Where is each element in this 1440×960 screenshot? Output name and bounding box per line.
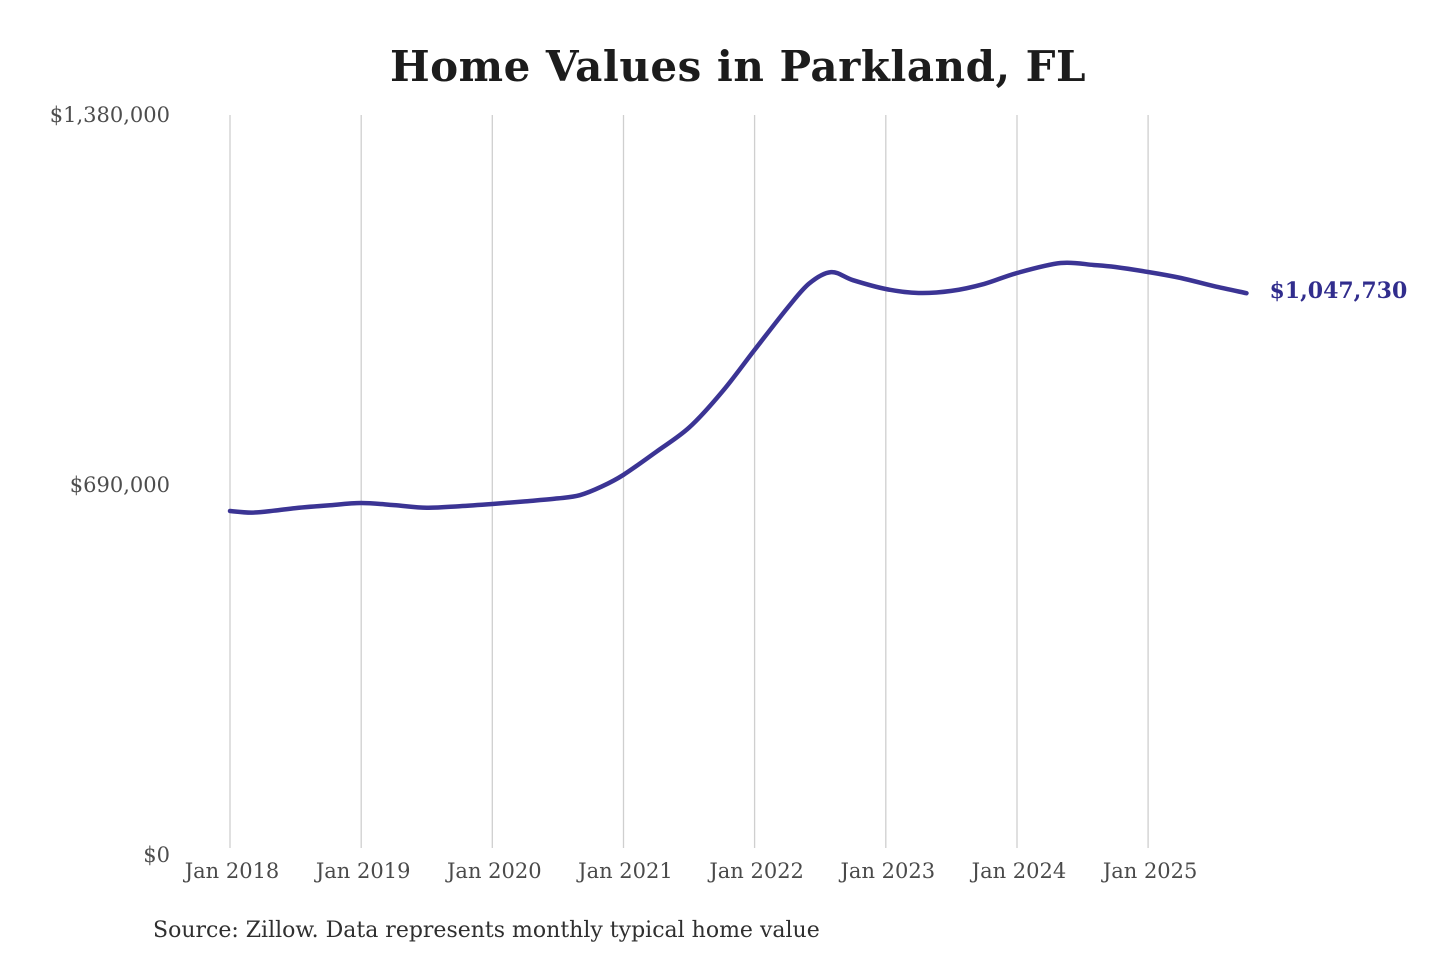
x-axis-tick-label: Jan 2020 <box>447 859 542 883</box>
source-note: Source: Zillow. Data represents monthly … <box>153 918 820 943</box>
x-axis-tick-label: Jan 2024 <box>971 859 1067 883</box>
y-axis-tick-label: $1,380,000 <box>49 103 170 127</box>
x-axis-tick-label: Jan 2022 <box>709 859 804 883</box>
x-axis-tick-label: Jan 2018 <box>184 859 280 883</box>
home-value-line <box>227 260 1249 515</box>
gridlines <box>229 115 1149 848</box>
x-axis-tick-label: Jan 2023 <box>840 859 936 883</box>
x-axis-tick-label: Jan 2021 <box>578 859 673 883</box>
latest-value-label: $1,047,730 <box>1269 278 1408 305</box>
x-axis-tick-label: Jan 2025 <box>1102 859 1198 883</box>
x-axis-tick-label: Jan 2019 <box>315 859 411 883</box>
y-axis-tick-label: $0 <box>143 843 170 867</box>
y-axis-tick-label: $690,000 <box>69 473 170 497</box>
chart-title: Home Values in Parkland, FL <box>389 42 1087 91</box>
